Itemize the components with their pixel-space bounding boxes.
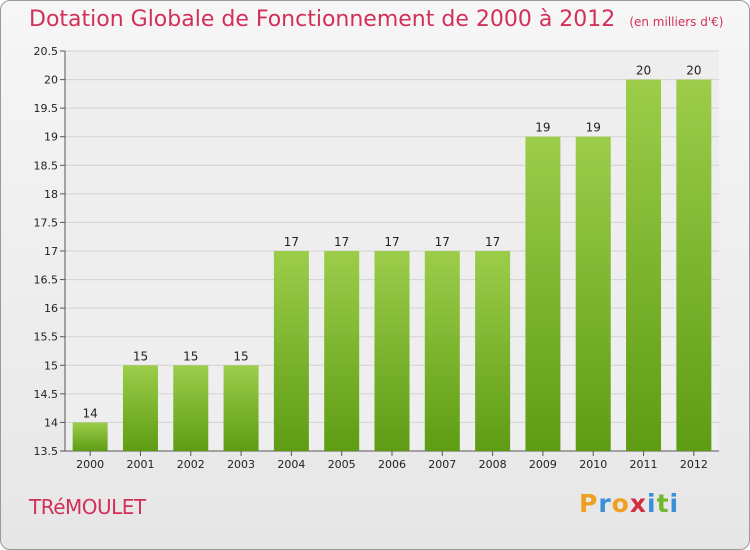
y-tick-label: 15.5 [34,331,59,344]
y-tick-label: 18 [44,188,58,201]
y-tick-label: 14.5 [34,388,59,401]
y-tick-label: 17 [44,245,58,258]
y-tick-label: 20.5 [34,45,59,58]
logo-letter: i [669,489,680,518]
x-tick-label: 2012 [680,458,708,471]
proxiti-logo: Proxiti [579,489,679,518]
bar [626,79,662,452]
y-tick-label: 19 [44,131,58,144]
data-label: 17 [334,235,349,249]
data-label: 17 [384,235,399,249]
x-tick-label: 2003 [227,458,255,471]
y-tick-label: 16.5 [34,274,59,287]
bar [424,251,460,451]
y-tick-label: 13.5 [34,445,59,458]
x-tick-label: 2002 [177,458,205,471]
y-tick-label: 16 [44,302,58,315]
bar [173,365,209,451]
data-label: 19 [535,121,550,135]
chart-title: Dotation Globale de Fonctionnement de 20… [29,7,723,32]
x-tick-label: 2010 [579,458,607,471]
bar [525,136,561,451]
logo-letter: i [647,489,657,518]
logo-letter: r [598,489,612,518]
logo-letter: o [611,489,630,518]
bar [122,365,158,451]
data-label: 17 [284,235,299,249]
y-tick-label: 18.5 [34,159,59,172]
x-tick-label: 2005 [328,458,356,471]
y-tick-label: 20 [44,74,58,87]
data-label: 14 [83,406,98,420]
bar [324,251,360,451]
x-tick-label: 2011 [630,458,658,471]
y-tick-label: 15 [44,359,58,372]
bar [374,251,410,451]
y-tick-label: 19.5 [34,102,59,115]
bar [273,251,309,451]
data-label: 17 [435,235,450,249]
bar [475,251,511,451]
data-label: 20 [636,64,651,78]
data-label: 17 [485,235,500,249]
data-label: 15 [233,349,248,363]
data-label: 15 [183,349,198,363]
bar [223,365,259,451]
logo-letter: P [579,489,599,518]
logo-letter: t [656,489,670,518]
y-tick-label: 14 [44,416,58,429]
x-tick-label: 2008 [479,458,507,471]
bar [676,79,712,452]
logo-letter: x [629,489,647,518]
x-tick-label: 2004 [277,458,305,471]
unit-label: (en milliers d'€) [629,15,724,29]
title-text: Dotation Globale de Fonctionnement de 20… [29,7,616,32]
data-label: 15 [133,349,148,363]
x-tick-label: 2007 [428,458,456,471]
bar [575,136,611,451]
x-tick-label: 2006 [378,458,406,471]
data-label: 19 [586,121,601,135]
y-tick-label: 17.5 [34,216,59,229]
x-tick-label: 2001 [126,458,154,471]
x-tick-label: 2009 [529,458,557,471]
commune-name: TRéMOULET [29,495,146,519]
bar [72,422,108,451]
x-tick-label: 2000 [76,458,104,471]
data-label: 20 [686,64,701,78]
